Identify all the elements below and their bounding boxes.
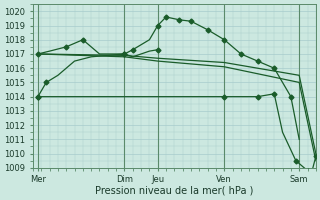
X-axis label: Pression niveau de la mer( hPa ): Pression niveau de la mer( hPa ): [95, 186, 253, 196]
